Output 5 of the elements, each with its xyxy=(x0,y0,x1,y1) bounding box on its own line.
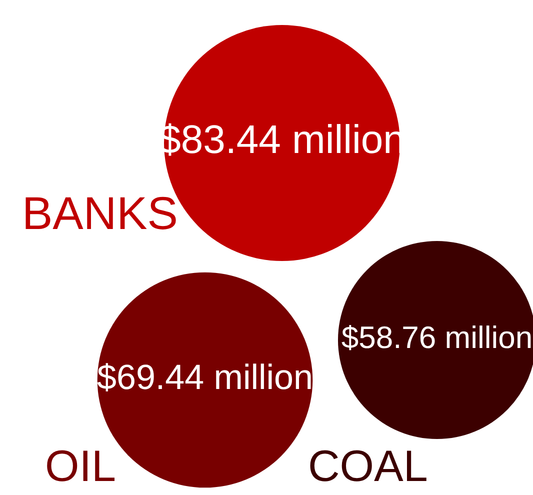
data-label: $58.76 million xyxy=(341,320,533,355)
category-label: COAL xyxy=(308,442,428,491)
category-label: OIL xyxy=(45,442,116,491)
category-label: BANKS xyxy=(22,187,178,239)
data-label: $69.44 million xyxy=(97,358,313,397)
